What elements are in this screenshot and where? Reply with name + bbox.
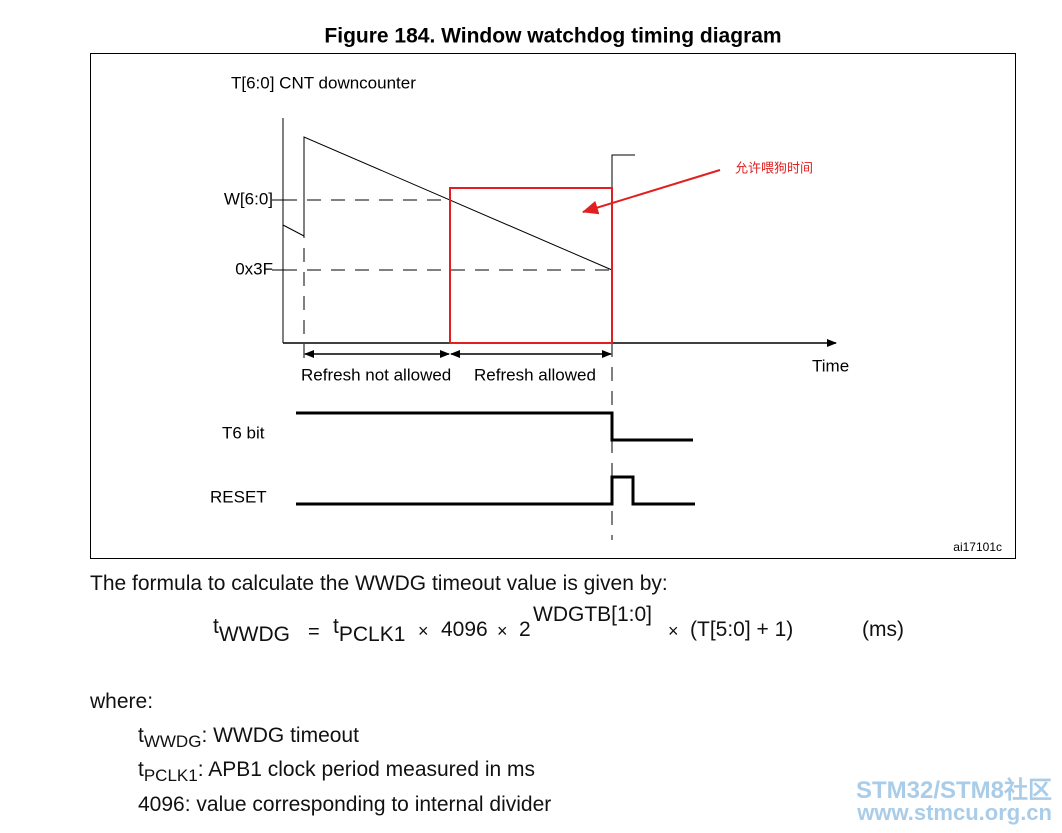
formula-part: (ms) — [862, 618, 904, 641]
figure-frame — [90, 53, 1016, 559]
def-symbol: 4096 — [138, 793, 185, 816]
formula-part: = — [308, 621, 320, 643]
formula-part: (T[5:0] + 1) — [690, 618, 794, 641]
signal-label: T6 bit — [222, 423, 265, 442]
formula-symbol: tPCLK1 — [333, 615, 405, 647]
def-subscript: PCLK1 — [143, 766, 198, 785]
reset-signal — [296, 475, 695, 506]
refresh-window — [449, 187, 613, 344]
formula-part: t — [213, 615, 219, 638]
formula-part: WDGTB[1:0] — [533, 603, 653, 626]
watermark: www.stmcu.org.cn — [857, 800, 1052, 825]
x-axis-label: Time — [812, 356, 849, 375]
signal-label: RESET — [210, 487, 267, 506]
formula-part: 2 — [519, 618, 531, 641]
definition: tPCLK1: APB1 clock period measured in ms — [138, 758, 535, 786]
formula-part: 4096 — [441, 618, 488, 641]
level-label: 0x3F — [235, 259, 273, 278]
formula-symbol: tWWDG — [213, 615, 290, 647]
def-symbol: t — [138, 758, 144, 781]
formula-part: t — [333, 615, 339, 638]
definition: tWWDG: WWDG timeout — [138, 724, 359, 752]
region-label: Refresh not allowed — [301, 365, 451, 384]
figure-title: Figure 184. Window watchdog timing diagr… — [324, 25, 781, 48]
intro: The formula to calculate the WWDG timeou… — [90, 572, 668, 595]
annotation: 允许喂狗时间 — [735, 160, 813, 175]
watermark: STM32/STM8社区 — [855, 777, 1052, 804]
annotation-arrow — [582, 169, 721, 215]
counter-line — [282, 136, 613, 271]
def-subscript: WWDG — [143, 732, 202, 751]
t6-signal — [296, 411, 693, 442]
formula-part: WWDG — [218, 623, 290, 646]
formula-part: × — [497, 621, 508, 641]
where: where: — [90, 690, 154, 713]
def-text: : WWDG timeout — [201, 724, 359, 747]
figure-id: ai17101c — [953, 540, 1002, 554]
counter-reload — [611, 154, 635, 270]
definition: 4096: value corresponding to internal di… — [138, 793, 551, 817]
def-text: : value corresponding to internal divide… — [184, 793, 552, 816]
def-symbol: t — [138, 724, 144, 747]
y-axis-label: T[6:0] CNT downcounter — [231, 73, 416, 92]
region-label: Refresh allowed — [474, 365, 596, 384]
formula-part: × — [668, 621, 679, 641]
formula-part: PCLK1 — [338, 623, 406, 646]
formula-part: × — [418, 621, 429, 641]
def-text: : APB1 clock period measured in ms — [197, 758, 536, 781]
level-label: W[6:0] — [224, 189, 273, 208]
